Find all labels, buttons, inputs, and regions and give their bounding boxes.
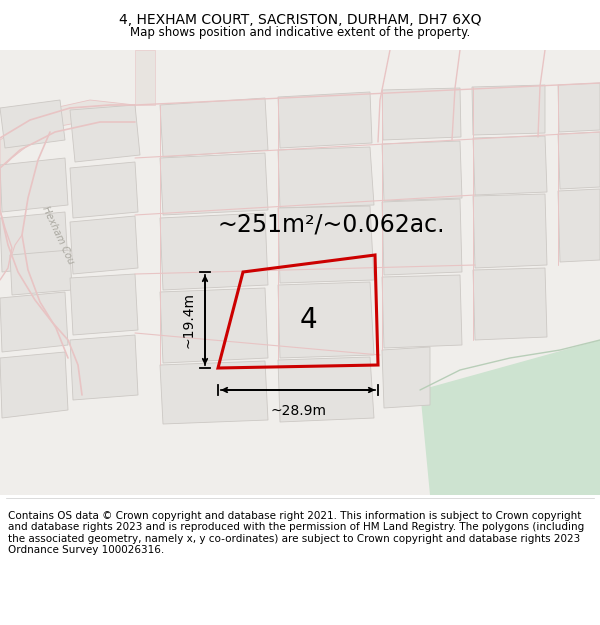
Polygon shape	[160, 153, 268, 215]
Polygon shape	[382, 275, 462, 348]
Polygon shape	[473, 268, 547, 340]
Polygon shape	[278, 147, 374, 208]
Polygon shape	[558, 189, 600, 262]
Polygon shape	[382, 88, 461, 140]
Polygon shape	[472, 85, 545, 135]
Polygon shape	[558, 132, 600, 189]
Polygon shape	[0, 158, 68, 212]
Text: ~251m²/~0.062ac.: ~251m²/~0.062ac.	[218, 213, 445, 237]
Polygon shape	[0, 100, 65, 148]
Polygon shape	[160, 361, 268, 424]
Text: ~19.4m: ~19.4m	[181, 292, 195, 348]
Polygon shape	[278, 92, 372, 148]
Polygon shape	[420, 340, 600, 495]
Polygon shape	[160, 98, 268, 157]
Polygon shape	[473, 136, 547, 195]
Polygon shape	[382, 141, 462, 201]
Polygon shape	[0, 292, 68, 352]
Text: 4, HEXHAM COURT, SACRISTON, DURHAM, DH7 6XQ: 4, HEXHAM COURT, SACRISTON, DURHAM, DH7 …	[119, 12, 481, 26]
Polygon shape	[473, 194, 547, 268]
Polygon shape	[0, 100, 135, 170]
Polygon shape	[382, 347, 430, 408]
Text: Hexham Cou: Hexham Cou	[40, 204, 76, 266]
Polygon shape	[278, 282, 374, 358]
Polygon shape	[160, 213, 268, 290]
Polygon shape	[382, 199, 462, 275]
Polygon shape	[70, 274, 138, 335]
Text: ~28.9m: ~28.9m	[270, 404, 326, 418]
Polygon shape	[278, 357, 374, 422]
Text: Map shows position and indicative extent of the property.: Map shows position and indicative extent…	[130, 26, 470, 39]
Polygon shape	[278, 206, 374, 283]
Polygon shape	[558, 83, 600, 132]
Polygon shape	[0, 212, 68, 272]
Polygon shape	[70, 216, 138, 274]
Polygon shape	[0, 352, 68, 418]
Polygon shape	[70, 162, 138, 218]
Polygon shape	[160, 288, 268, 363]
Polygon shape	[70, 105, 140, 162]
Text: 4: 4	[299, 306, 317, 334]
Text: Contains OS data © Crown copyright and database right 2021. This information is : Contains OS data © Crown copyright and d…	[8, 511, 584, 556]
Polygon shape	[135, 50, 155, 105]
Polygon shape	[70, 335, 138, 400]
Polygon shape	[10, 250, 72, 295]
